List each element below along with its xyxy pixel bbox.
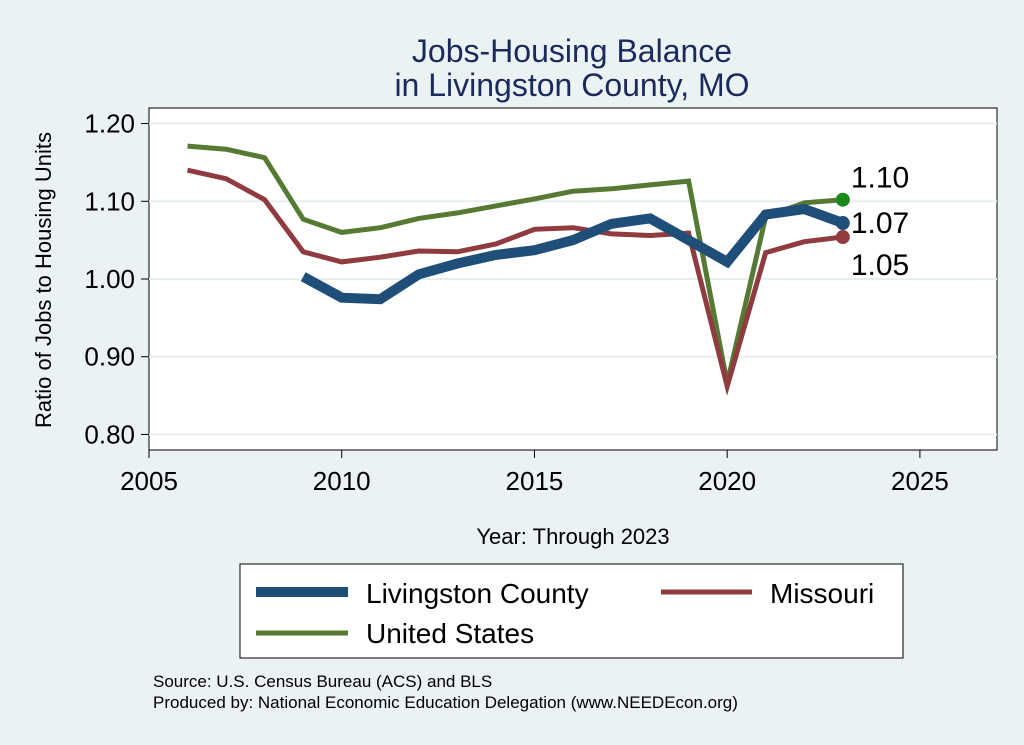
chart-title-line-2: in Livingston County, MO (394, 67, 749, 103)
end-label-united-states: 1.10 (851, 162, 909, 195)
y-tick-label-0-80: 0.80 (84, 419, 135, 449)
legend-label-united-states: United States (366, 618, 534, 649)
y-tick-label-1-10: 1.10 (84, 186, 135, 216)
legend-label-livingston-county: Livingston County (366, 578, 589, 609)
end-label-livingston-county: 1.07 (851, 207, 909, 240)
chart-title-line-1: Jobs-Housing Balance (412, 33, 732, 69)
y-tick-label-1-20: 1.20 (84, 109, 135, 139)
end-marker-livingston-county (835, 216, 850, 231)
x-tick-label-2025: 2025 (891, 466, 949, 496)
end-label-missouri: 1.05 (851, 249, 909, 282)
legend-box (239, 563, 904, 659)
series-lines (186, 143, 845, 396)
series-line-missouri (186, 167, 844, 396)
producer-note: Produced by: National Economic Education… (153, 693, 738, 712)
end-marker-missouri (835, 230, 850, 245)
x-axis-label: Year: Through 2023 (476, 524, 669, 549)
y-axis-label: Ratio of Jobs to Housing Units (31, 132, 56, 428)
end-marker-united-states (835, 192, 850, 207)
legend: Livingston County Missouri United States (239, 563, 904, 659)
gridlines (149, 122, 997, 436)
x-tick-label-2010: 2010 (313, 466, 371, 496)
y-tick-label-0-90: 0.90 (84, 342, 135, 372)
y-tick-label-1-00: 1.00 (84, 264, 135, 294)
end-markers: 1.07 1.05 1.10 (835, 162, 909, 282)
x-tick-label-2005: 2005 (120, 466, 178, 496)
x-tick-label-2020: 2020 (698, 466, 756, 496)
axes: 0.80 0.90 1.00 1.10 1.20 2005 2010 2015 2020 2025 (84, 109, 948, 496)
legend-label-missouri: Missouri (770, 578, 874, 609)
x-tick-label-2015: 2015 (506, 466, 564, 496)
source-note: Source: U.S. Census Bureau (ACS) and BLS (153, 672, 492, 691)
series-line-livingston-county (300, 203, 845, 305)
